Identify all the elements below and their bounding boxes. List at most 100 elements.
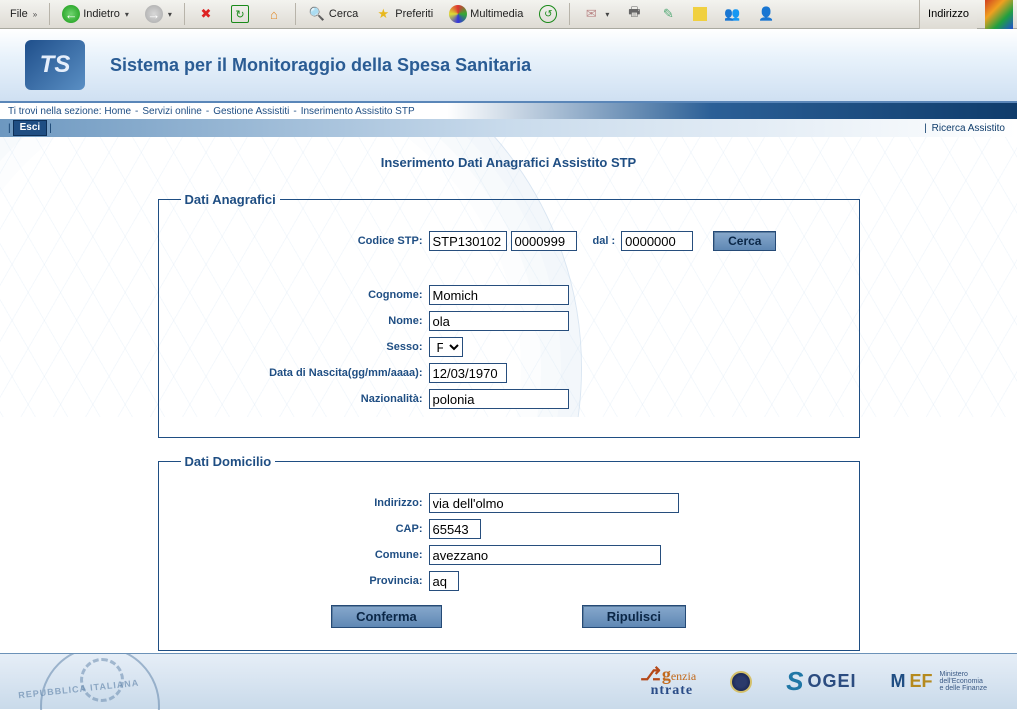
mef-sub3: e delle Finanze: [940, 685, 987, 692]
discuss-button[interactable]: 👥: [717, 2, 747, 26]
provincia-field[interactable]: [429, 571, 459, 591]
stop-button[interactable]: ✖: [191, 2, 221, 26]
home-icon: ⌂: [265, 5, 283, 23]
page-title: Inserimento Dati Anagrafici Assistito ST…: [0, 137, 1017, 182]
breadcrumb-item[interactable]: Gestione Assistiti: [213, 106, 289, 117]
search-label: Cerca: [329, 8, 358, 20]
dal-field[interactable]: [621, 231, 693, 251]
breadcrumb: Ti trovi nella sezione: Home - Servizi o…: [0, 101, 1017, 119]
media-icon: [449, 5, 467, 23]
ts-logo: TS: [25, 40, 85, 90]
indirizzo-field[interactable]: [429, 493, 679, 513]
row-sesso: Sesso: F: [181, 337, 837, 357]
row-comune: Comune:: [181, 545, 837, 565]
footer-seal: REPUBBLICA ITALIANA: [0, 654, 200, 710]
separator: [295, 3, 296, 25]
notes-button[interactable]: [687, 4, 713, 24]
cap-label: CAP:: [181, 523, 429, 535]
chevron-right-icon: »: [33, 10, 37, 19]
cerca-button[interactable]: Cerca: [713, 231, 776, 251]
separator: |: [6, 123, 13, 134]
codice-stp-field-1[interactable]: [429, 231, 507, 251]
mef-logo: MEF Ministero dell'Economia e delle Fina…: [891, 671, 988, 692]
stop-icon: ✖: [197, 5, 215, 23]
address-label-box: Indirizzo: [919, 0, 977, 29]
mef-sub1: Ministero: [940, 671, 987, 678]
dati-anagrafici-panel: Dati Anagrafici Codice STP: dal : Cerca …: [158, 192, 860, 438]
dati-domicilio-legend: Dati Domicilio: [181, 454, 276, 469]
chevron-down-icon: ▾: [168, 10, 172, 19]
sub-right: | Ricerca Assistito: [922, 123, 1011, 134]
nome-field[interactable]: [429, 311, 569, 331]
edit-button[interactable]: ✎: [653, 2, 683, 26]
ripulisci-button[interactable]: Ripulisci: [582, 605, 686, 628]
row-provincia: Provincia:: [181, 571, 837, 591]
cognome-field[interactable]: [429, 285, 569, 305]
edit-icon: ✎: [659, 5, 677, 23]
ts-logo-box: TS: [0, 29, 110, 101]
row-codice-stp: Codice STP: dal : Cerca: [181, 231, 837, 251]
back-icon: ←: [62, 5, 80, 23]
refresh-icon: ↻: [231, 5, 249, 23]
favorites-button[interactable]: ★ Preferiti: [368, 2, 439, 26]
row-cap: CAP:: [181, 519, 837, 539]
row-nazionalita: Nazionalità:: [181, 389, 837, 409]
banner: TS Sistema per il Monitoraggio della Spe…: [0, 29, 1017, 101]
address-label: Indirizzo: [928, 8, 969, 20]
sesso-label: Sesso:: [181, 341, 429, 353]
footer: REPUBBLICA ITALIANA ⎇genzia ntrate SOGEI…: [0, 653, 1017, 709]
forward-icon: →: [145, 5, 163, 23]
nascita-label: Data di Nascita(gg/mm/aaaa):: [181, 367, 429, 379]
actions: Conferma Ripulisci: [181, 605, 837, 628]
cap-field[interactable]: [429, 519, 481, 539]
separator: [184, 3, 185, 25]
dati-domicilio-panel: Dati Domicilio Indirizzo: CAP: Comune: P…: [158, 454, 860, 651]
breadcrumb-item[interactable]: Servizi online: [142, 106, 201, 117]
star-icon: ★: [374, 5, 392, 23]
comune-label: Comune:: [181, 549, 429, 561]
comune-field[interactable]: [429, 545, 661, 565]
esci-button[interactable]: Esci: [13, 120, 48, 136]
sub-bar: | Esci | | Ricerca Assistito: [0, 119, 1017, 137]
file-label: File: [10, 8, 28, 20]
state-emblem-icon: [730, 671, 752, 693]
notes-icon: [693, 7, 707, 21]
separator: -: [131, 106, 142, 117]
banner-title: Sistema per il Monitoraggio della Spesa …: [110, 55, 531, 76]
print-icon: 🖶: [625, 5, 643, 23]
ricerca-assistito-link[interactable]: Ricerca Assistito: [932, 123, 1005, 134]
chevron-down-icon: ▾: [605, 10, 609, 19]
print-button[interactable]: 🖶: [619, 2, 649, 26]
favorites-label: Preferiti: [395, 8, 433, 20]
nascita-field[interactable]: [429, 363, 507, 383]
nazionalita-field[interactable]: [429, 389, 569, 409]
mail-icon: ✉: [582, 5, 600, 23]
breadcrumb-item[interactable]: Inserimento Assistito STP: [301, 106, 415, 117]
cognome-label: Cognome:: [181, 289, 429, 301]
mail-button[interactable]: ✉▾: [576, 2, 615, 26]
chevron-down-icon: ▾: [125, 10, 129, 19]
back-button[interactable]: ← Indietro ▾: [56, 2, 135, 26]
codice-stp-field-2[interactable]: [511, 231, 577, 251]
search-button[interactable]: 🔍 Cerca: [302, 2, 364, 26]
breadcrumb-prefix: Ti trovi nella sezione:: [8, 106, 102, 117]
multimedia-button[interactable]: Multimedia: [443, 2, 529, 26]
separator: |: [47, 123, 54, 134]
refresh-button[interactable]: ↻: [225, 2, 255, 26]
history-button[interactable]: ↺: [533, 2, 563, 26]
sesso-select[interactable]: F: [429, 337, 463, 357]
sogei-logo: SOGEI: [786, 666, 856, 697]
home-button[interactable]: ⌂: [259, 2, 289, 26]
history-icon: ↺: [539, 5, 557, 23]
indirizzo-label: Indirizzo:: [181, 497, 429, 509]
codice-stp-label: Codice STP:: [181, 235, 429, 247]
breadcrumb-item[interactable]: Home: [104, 106, 131, 117]
messenger-button[interactable]: 👤: [751, 2, 781, 26]
forward-button[interactable]: → ▾: [139, 2, 178, 26]
mef-sub2: dell'Economia: [940, 678, 987, 685]
multimedia-label: Multimedia: [470, 8, 523, 20]
row-cognome: Cognome:: [181, 285, 837, 305]
file-menu[interactable]: File »: [4, 5, 43, 23]
nazionalita-label: Nazionalità:: [181, 393, 429, 405]
conferma-button[interactable]: Conferma: [331, 605, 442, 628]
